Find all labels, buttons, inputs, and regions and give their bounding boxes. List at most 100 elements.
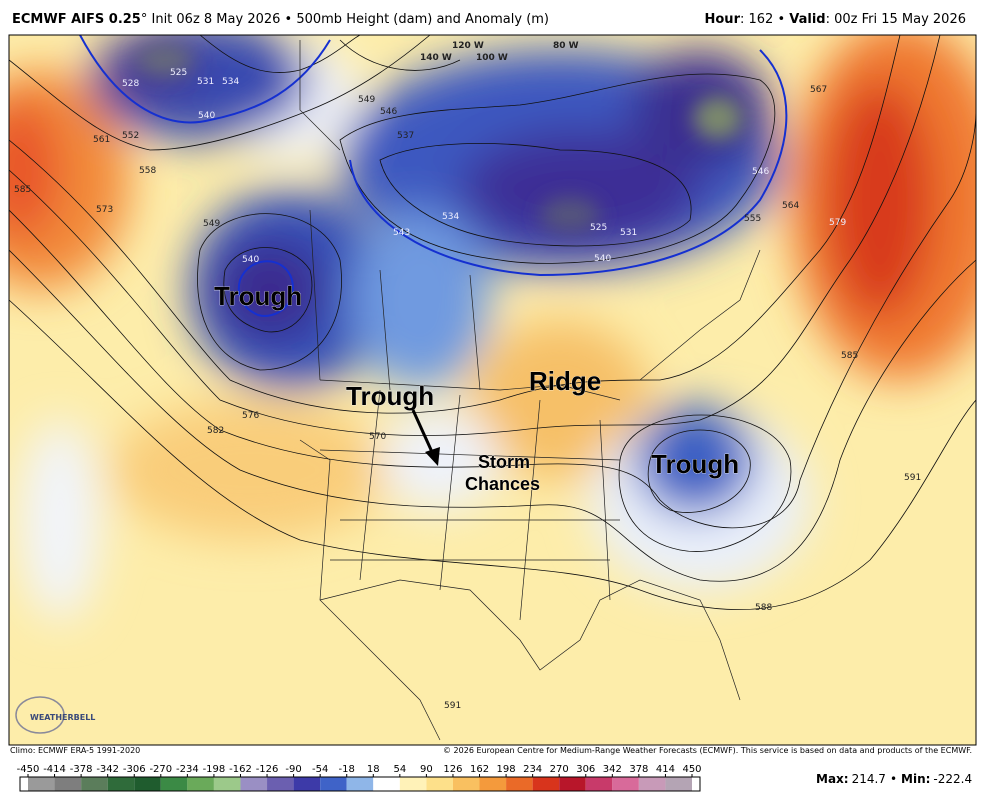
max-value: 214.7 (852, 772, 886, 786)
annotation: Trough (346, 381, 434, 411)
contour-label: 582 (207, 426, 224, 436)
separator: • (890, 772, 897, 786)
contour-label: 561 (93, 135, 110, 145)
colorbar-cell (293, 777, 321, 791)
climo-note: Climo: ECMWF ERA-5 1991-2020 (10, 746, 141, 755)
colorbar-cell (267, 777, 294, 791)
arrow-head (425, 447, 440, 466)
colorbar-cell (240, 777, 268, 791)
contour-label: 534 (222, 77, 239, 87)
contour-label: 540 (242, 255, 259, 265)
colorbar-cell (638, 777, 666, 791)
logo: WEATHERBELL (30, 713, 95, 722)
colorbar-cell (506, 777, 533, 791)
colorbar-tick-label: -342 (96, 764, 119, 775)
contour-label: 552 (122, 131, 139, 141)
colorbar-cell (532, 777, 560, 791)
contour-540-west (79, 35, 331, 124)
colorbar-cell (134, 777, 161, 791)
longitude-label: 120 W (452, 41, 484, 51)
colorbar-cell (320, 777, 347, 791)
colorbar-cell (81, 777, 108, 791)
contour-540-east (349, 49, 788, 277)
contour-label: 564 (782, 201, 799, 211)
contour-label: 573 (96, 205, 113, 215)
contour-label: 546 (380, 107, 397, 117)
contour-label: 591 (444, 701, 461, 711)
colorbar-cell (160, 777, 188, 791)
longitude-label: 140 W (420, 53, 452, 63)
hour-value: : 162 • (739, 12, 790, 27)
colorbar-tick-label: 54 (393, 764, 406, 775)
longitude-label: 80 W (553, 41, 579, 51)
annotation: Storm (478, 452, 530, 472)
political-borders (299, 40, 761, 741)
colorbar-cell (585, 777, 613, 791)
colorbar-tick-label: -378 (70, 764, 93, 775)
contour-label: 576 (242, 411, 259, 421)
colorbar-cell (28, 777, 55, 791)
valid-label: Valid (789, 12, 826, 27)
annotation: Ridge (529, 366, 601, 396)
colorbar-tick-label: 18 (367, 764, 380, 775)
contour-label: 528 (122, 79, 139, 89)
colorbar-tick-label: 90 (420, 764, 433, 775)
annotation: Trough (651, 449, 739, 479)
contour-label: 585 (841, 351, 858, 361)
colorbar-tick-label: 198 (497, 764, 516, 775)
min-value: -222.4 (933, 772, 972, 786)
longitude-label: 100 W (476, 53, 508, 63)
colorbar: -450 -414 -378 -342 -306 -270 -234 -198 -162 -126… (17, 764, 702, 792)
height-contours (9, 35, 976, 611)
colorbar-tick-label: -450 (17, 764, 40, 775)
colorbar-cell (346, 777, 374, 791)
colorbar-tick-label: -54 (312, 764, 328, 775)
contour-label: 591 (904, 473, 921, 483)
colorbar-cell (452, 777, 480, 791)
colorbar-tick-label: -234 (176, 764, 199, 775)
contour-label: 579 (829, 218, 846, 228)
colorbar-tick-label: 414 (656, 764, 675, 775)
min-label: Min: (901, 772, 930, 786)
colorbar-tick-label: 306 (576, 764, 595, 775)
map-field: 525 531 534 528 540 552 561 558 573 585 … (9, 35, 976, 745)
colorbar-cell (479, 777, 507, 791)
colorbar-cell (107, 777, 135, 791)
colorbar-tick-label: -306 (123, 764, 146, 775)
contour-label: 588 (755, 603, 772, 613)
annotation: Chances (465, 474, 540, 494)
colorbar-cell (426, 777, 453, 791)
contour-label: 534 (442, 212, 459, 222)
valid-value: : 00z Fri 15 May 2026 (825, 12, 966, 27)
colorbar-tick-label: -198 (203, 764, 226, 775)
contour-label: 543 (393, 228, 410, 238)
colorbar-cell (54, 777, 82, 791)
colorbar-tick-label: 342 (603, 764, 622, 775)
colorbar-tick-label: 450 (682, 764, 701, 775)
contour-label: 525 (590, 223, 607, 233)
colorbar-tick-label: -414 (43, 764, 66, 775)
contour-label: 549 (203, 219, 220, 229)
contour-label: 546 (752, 167, 769, 177)
contour-label: 570 (369, 432, 386, 442)
title: ° Init 06z 8 May 2026 • 500mb Height (da… (140, 12, 550, 27)
model-name: ECMWF AIFS 0.25 (12, 12, 141, 27)
contour-label: 525 (170, 68, 187, 78)
colorbar-tick-label: 234 (523, 764, 542, 775)
copyright: © 2026 European Centre for Medium-Range … (443, 746, 972, 755)
contour-label: 549 (358, 95, 375, 105)
colorbar-cell (665, 777, 692, 791)
colorbar-cell (399, 777, 427, 791)
colorbar-cell (187, 777, 214, 791)
contour-label: 540 (198, 111, 215, 121)
contour-label: 555 (744, 214, 761, 224)
logo-swirl (15, 696, 65, 734)
colorbar-tick-label: 378 (629, 764, 648, 775)
colorbar-cell (213, 777, 241, 791)
header-right: Hour: 162 • Valid: 00z Fri 15 May 2026 (705, 12, 967, 27)
colorbar-tick-label: -90 (285, 764, 301, 775)
anomaly-shading (9, 35, 976, 620)
contour-label: 537 (397, 131, 414, 141)
colorbar-tick-label: 270 (550, 764, 569, 775)
